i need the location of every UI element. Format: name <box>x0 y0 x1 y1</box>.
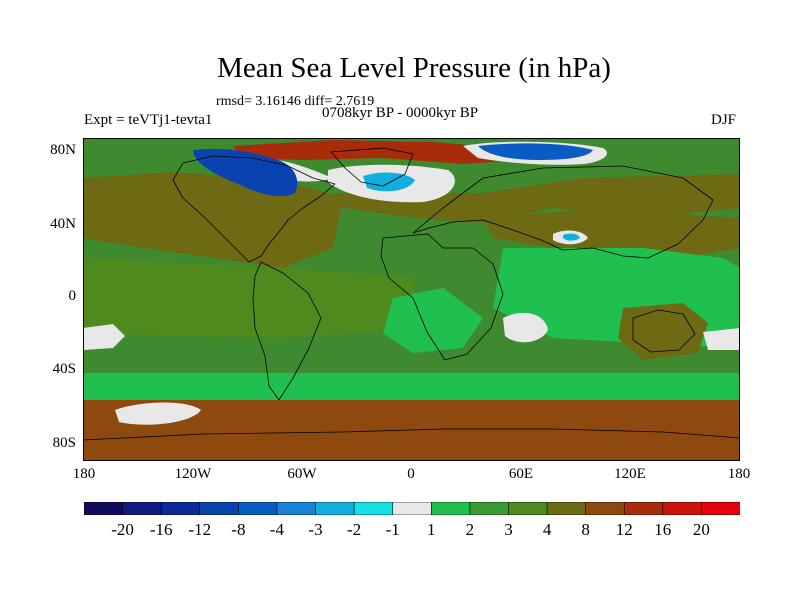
siberia-low <box>478 143 593 160</box>
arctic-high <box>233 140 523 164</box>
lat-label-0: 0 <box>68 288 77 304</box>
coastlines <box>83 147 740 441</box>
colorbar-swatch <box>122 501 162 516</box>
n-pacific-high <box>83 172 343 268</box>
lat-label-40s: 40S <box>52 361 76 377</box>
colorbar-swatch <box>83 501 124 516</box>
colorbar-label: -1 <box>385 520 400 539</box>
antarctic-band <box>83 400 740 461</box>
colorbar-swatch <box>160 501 201 516</box>
colorbar-swatch <box>662 501 703 516</box>
colorbar <box>83 501 741 516</box>
lon-label-120w: 120W <box>174 466 212 482</box>
colorbar-label: -3 <box>308 520 323 539</box>
colorbar-swatch <box>199 501 239 516</box>
southern-ocean-band <box>83 373 740 400</box>
colorbar-label: 12 <box>615 520 633 539</box>
lon-label-60w: 60W <box>287 466 317 482</box>
lon-label-180w: 180 <box>72 466 96 482</box>
map-frame <box>83 138 740 461</box>
tropical-pacific <box>83 258 413 338</box>
colorbar-swatch <box>392 501 432 516</box>
south-pacific-near-zero <box>115 402 201 425</box>
lat-label-80n: 80N <box>50 142 76 158</box>
south-atlantic <box>383 288 483 353</box>
colorbar-swatch <box>508 501 548 516</box>
colorbar-swatch <box>238 501 278 516</box>
n-atlantic-band <box>333 174 740 223</box>
colorbar-label: -4 <box>269 520 284 539</box>
colorbar-label: 8 <box>581 520 590 539</box>
colorbar-swatch <box>701 501 741 516</box>
pressure-map <box>83 138 740 461</box>
experiment-label: Expt = teVTj1-tevta1 <box>84 112 213 128</box>
lon-label-0: 0 <box>407 466 415 482</box>
lat-label-80s: 80S <box>52 435 76 451</box>
asia-high <box>483 208 740 258</box>
colorbar-label: -12 <box>188 520 212 539</box>
indian-near-zero <box>503 312 548 343</box>
chart-title: Mean Sea Level Pressure (in hPa) <box>217 52 611 84</box>
pacific-near-zero <box>83 324 125 350</box>
colorbar-label: 20 <box>692 520 710 539</box>
colorbar-label: -8 <box>231 520 246 539</box>
australia <box>618 303 708 360</box>
colorbar-label: 3 <box>504 520 513 539</box>
colorbar-swatch <box>276 501 317 516</box>
colorbar-swatch <box>546 501 587 516</box>
colorbar-label: 1 <box>427 520 436 539</box>
colorbar-swatch <box>469 501 510 516</box>
north-america-low <box>193 148 298 197</box>
map-panel <box>83 138 740 461</box>
colorbar-swatch <box>430 501 471 516</box>
colorbar-label: 2 <box>465 520 475 539</box>
tibet-low <box>563 233 580 241</box>
colorbar-swatch <box>315 501 355 516</box>
period-label: 0708kyr BP - 0000kyr BP <box>322 105 479 121</box>
lon-label-120e: 120E <box>614 466 646 482</box>
season-label: DJF <box>711 112 737 128</box>
colorbar-label: -20 <box>111 520 134 539</box>
rmsd-diff-stats: rmsd= 3.16146 diff= 2.7619 <box>216 94 375 109</box>
lon-label-60e: 60E <box>508 466 534 482</box>
colorbar-label: -2 <box>347 520 362 539</box>
colorbar-swatch <box>353 501 394 516</box>
colorbar-swatch <box>623 501 664 516</box>
east-pacific-near-zero <box>703 328 740 350</box>
lat-label-40n: 40N <box>50 216 76 232</box>
colorbar-swatch <box>585 501 625 516</box>
greenland-low <box>363 172 415 192</box>
lon-label-180e: 180 <box>727 466 751 482</box>
colorbar-label: 16 <box>654 520 672 539</box>
colorbar-label: 4 <box>542 520 552 539</box>
colorbar-label: -16 <box>149 520 173 539</box>
colorbar-swatches <box>83 501 741 516</box>
